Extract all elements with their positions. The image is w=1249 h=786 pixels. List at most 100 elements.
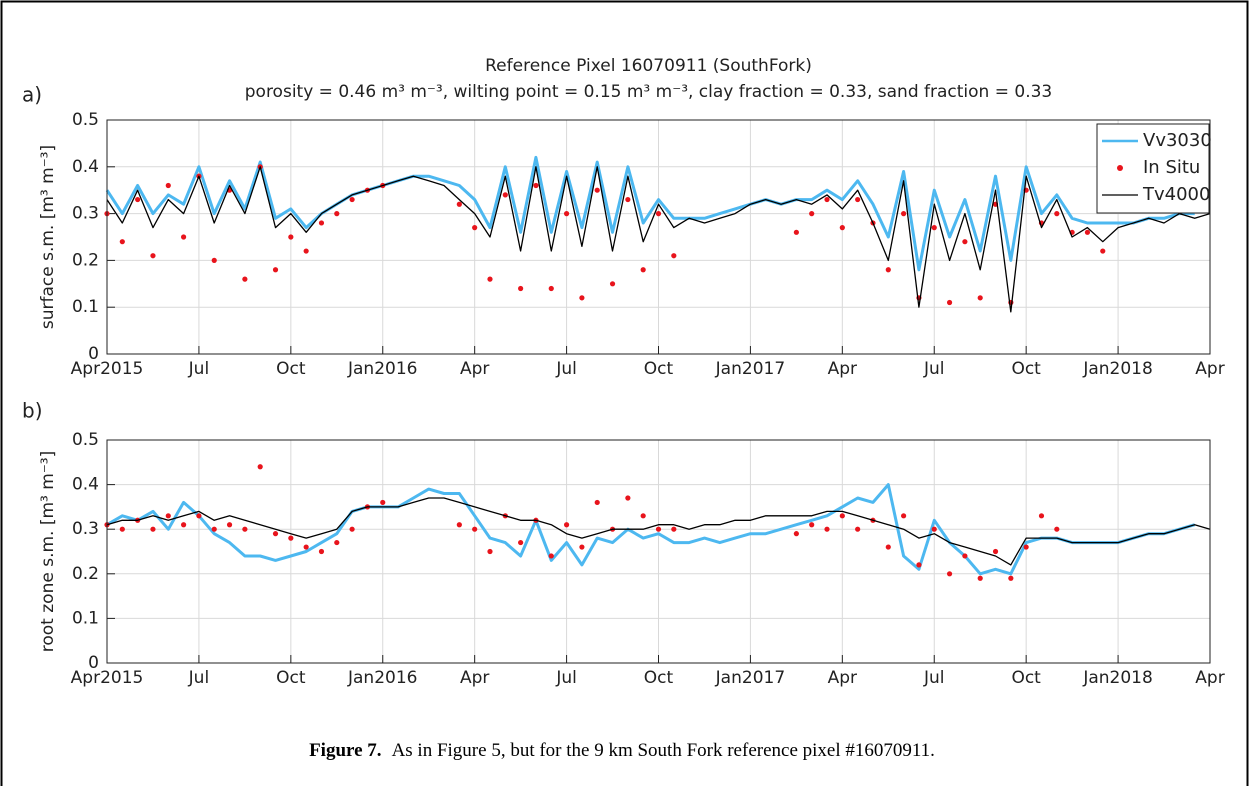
y-tick-label: 0.4: [72, 475, 99, 495]
data-point: [456, 201, 462, 207]
y-tick-label: 0: [88, 344, 99, 364]
plot-frame: [106, 439, 1211, 664]
data-point: [150, 253, 156, 259]
y-axis-label: surface s.m. [m³ m⁻³]: [38, 145, 58, 329]
data-point: [165, 513, 171, 519]
data-point: [946, 299, 953, 306]
caption-label: Figure 7.: [309, 740, 381, 761]
x-tick-label: Jul: [923, 668, 945, 688]
data-point: [1038, 513, 1045, 519]
data-point: [318, 220, 325, 226]
data-point: [487, 548, 493, 555]
data-point: [625, 196, 631, 203]
data-point: [119, 239, 125, 245]
plot-frame: [106, 119, 1211, 355]
data-point: [150, 526, 156, 532]
data-point: [793, 531, 799, 537]
x-tick-label: Jan2017: [715, 668, 785, 688]
data-point: [226, 522, 233, 528]
y-tick-label: 0.1: [72, 608, 99, 628]
legend-box: [1096, 123, 1210, 214]
data-point: [242, 276, 248, 282]
data-point: [303, 544, 309, 550]
data-point: [1100, 248, 1106, 254]
x-tick-label: Jan2017: [715, 359, 785, 379]
x-tick-label: Apr2015: [71, 668, 144, 688]
data-point: [655, 526, 662, 532]
data-point: [135, 196, 141, 203]
data-point: [594, 499, 600, 506]
data-point: [548, 553, 554, 559]
panel-label: b): [22, 399, 43, 423]
data-point: [487, 276, 493, 282]
data-point: [931, 526, 937, 532]
data-point: [548, 285, 554, 292]
data-point: [793, 229, 799, 235]
x-tick-label: Oct: [1011, 359, 1041, 379]
data-point: [824, 196, 830, 203]
data-point: [318, 548, 325, 555]
x-tick-label: Oct: [276, 668, 306, 688]
data-point: [1054, 211, 1060, 217]
data-point: [962, 553, 968, 559]
x-tick-label: Oct: [644, 359, 674, 379]
data-point: [456, 522, 462, 528]
data-point: [196, 513, 202, 519]
legend-label: In Situ: [1143, 157, 1200, 178]
data-point: [180, 234, 187, 240]
x-tick-label: Apr: [1195, 668, 1224, 688]
data-point: [579, 295, 585, 301]
chart-title: Reference Pixel 16070911 (SouthFork): [485, 56, 812, 76]
data-point: [288, 234, 294, 240]
x-tick-label: Jul: [188, 668, 210, 688]
data-point: [962, 239, 968, 245]
data-point: [272, 267, 279, 273]
data-point: [640, 267, 646, 273]
y-tick-label: 0.3: [72, 204, 99, 224]
data-point: [533, 182, 539, 189]
x-tick-label: Apr: [828, 668, 857, 688]
data-point: [640, 513, 646, 519]
legend-swatch: [1117, 165, 1123, 171]
x-tick-label: Jul: [188, 359, 210, 379]
y-tick-label: 0.4: [72, 157, 99, 177]
y-tick-label: 0.5: [72, 430, 99, 450]
data-point: [518, 539, 524, 546]
x-tick-label: Apr: [460, 668, 489, 688]
caption: Figure 7. As in Figure 5, but for the 9 k…: [309, 740, 935, 761]
data-point: [855, 526, 861, 532]
data-point: [303, 248, 309, 254]
data-point: [901, 211, 907, 217]
data-point: [563, 211, 570, 217]
data-point: [211, 257, 217, 263]
x-tick-label: Jan2018: [1082, 668, 1152, 688]
x-tick-label: Apr: [460, 359, 489, 379]
legend-label: Vv3030: [1143, 130, 1212, 151]
data-point: [1084, 229, 1091, 235]
caption-text: As in Figure 5, but for the 9 km South F…: [392, 740, 935, 761]
y-tick-label: 0.3: [72, 519, 99, 539]
data-line: [106, 166, 1211, 313]
data-point: [472, 526, 478, 532]
x-tick-label: Oct: [644, 668, 674, 688]
data-point: [257, 464, 263, 470]
data-point: [609, 281, 616, 287]
data-point: [119, 526, 125, 532]
data-point: [839, 513, 845, 519]
data-point: [518, 285, 524, 292]
data-point: [839, 225, 845, 231]
data-point: [349, 526, 355, 532]
data-point: [885, 267, 891, 273]
data-line: [106, 497, 1211, 566]
x-tick-label: Jul: [555, 359, 577, 379]
data-point: [349, 196, 355, 203]
data-point: [885, 544, 891, 550]
x-tick-label: Jul: [555, 668, 577, 688]
data-point: [809, 211, 815, 217]
data-point: [916, 562, 922, 568]
x-tick-label: Apr: [828, 359, 857, 379]
data-point: [380, 499, 386, 506]
data-point: [563, 522, 570, 528]
y-axis-label: root zone s.m. [m³ m⁻³]: [38, 451, 58, 652]
